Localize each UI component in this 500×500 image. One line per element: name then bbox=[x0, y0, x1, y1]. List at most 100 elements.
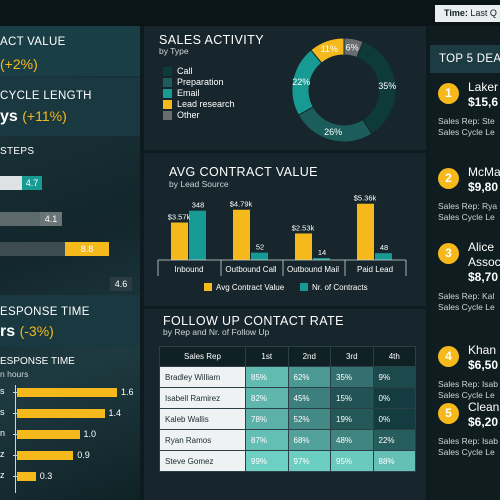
avg-bar-3 bbox=[357, 203, 374, 260]
deal-value: $8,70 bbox=[468, 270, 499, 284]
deal-sales-rep: Sales Rep: Rya bbox=[438, 201, 498, 211]
top5-title: TOP 5 DEA bbox=[430, 45, 500, 73]
deal-sales-rep: Sales Rep: Isab bbox=[438, 379, 499, 389]
divider-left bbox=[140, 26, 144, 500]
response-bar-1 bbox=[17, 409, 105, 418]
response-value-0: 1.6 bbox=[121, 387, 134, 397]
response-value-2: 1.0 bbox=[83, 429, 97, 439]
avg-bar-2 bbox=[295, 233, 312, 260]
rate-cell: 52% bbox=[287, 408, 331, 430]
rate-cell: 82% bbox=[245, 387, 289, 409]
deal-name-line2: Assoc bbox=[468, 255, 500, 269]
rate-cell: 48% bbox=[330, 429, 374, 451]
legend-swatch-count bbox=[300, 283, 308, 291]
table-row: Steve Gomez 99% 97% 95% 88% bbox=[159, 450, 416, 472]
response-value-4: 0.3 bbox=[39, 471, 53, 481]
deal-name: Khan bbox=[468, 343, 497, 357]
rank-badge-1: 1 bbox=[438, 83, 459, 104]
sales-activity-donut: 6% 35% 26% 22% 11% bbox=[291, 37, 397, 143]
rate-cell: 95% bbox=[330, 450, 374, 472]
rate-cell: 87% bbox=[245, 429, 289, 451]
avg-category-3: Paid Lead bbox=[357, 265, 393, 274]
avg-category-2: Outbound Mail bbox=[287, 265, 339, 274]
rate-cell: 22% bbox=[372, 429, 416, 451]
contract-value-change: (+2%) bbox=[0, 56, 38, 72]
legend-swatch-email bbox=[163, 89, 172, 98]
response-tick-3: z bbox=[0, 449, 5, 459]
contract-value-card: ACT VALUE (+2%) bbox=[0, 26, 140, 76]
legend-label-email: Email bbox=[177, 88, 200, 98]
header-followup-3: 3rd bbox=[330, 346, 374, 367]
legend-label-lead-research: Lead research bbox=[177, 99, 235, 109]
avg-category-1: Outbound Call bbox=[225, 265, 276, 274]
donut-label-preparation: 26% bbox=[324, 127, 342, 137]
count-bar-label-2: 14 bbox=[318, 248, 326, 257]
deal-cycle-length: Sales Cycle Le bbox=[438, 447, 495, 457]
response-tick-0: s bbox=[0, 386, 5, 396]
deal-cycle-length: Sales Cycle Le bbox=[438, 390, 495, 400]
top5-list: 1 Laker $15,6 Sales Rep: Ste Sales Cycle Le 2… bbox=[430, 80, 500, 500]
response-chart-title: ESPONSE TIME bbox=[0, 356, 75, 367]
rate-cell: 35% bbox=[330, 366, 374, 388]
avg-bar-1 bbox=[233, 209, 250, 260]
legend-swatch-preparation bbox=[163, 78, 172, 87]
avg-bar-label-0: $3.57k bbox=[168, 213, 191, 222]
header-sales-rep: Sales Rep bbox=[159, 346, 246, 367]
table-row: Isabell Ramirez 82% 45% 15% 0% bbox=[159, 387, 416, 409]
steps-bar-3-start bbox=[0, 242, 65, 256]
count-bar-label-0: 348 bbox=[192, 201, 205, 210]
follow-up-title: FOLLOW UP CONTACT RATE bbox=[163, 314, 344, 328]
response-time-value: rs bbox=[0, 323, 16, 340]
rate-cell: 0% bbox=[372, 408, 416, 430]
sales-activity-subtitle: by Type bbox=[159, 46, 189, 56]
donut-label-other: 6% bbox=[346, 42, 359, 52]
steps-value-1: 4.7 bbox=[22, 176, 42, 190]
response-time-label: ESPONSE TIME bbox=[0, 306, 90, 318]
steps-label: STEPS bbox=[0, 146, 35, 157]
rank-badge-4: 4 bbox=[438, 346, 459, 367]
count-bar-2 bbox=[313, 258, 330, 260]
legend-swatch-avg bbox=[204, 283, 212, 291]
divider-center-1 bbox=[144, 150, 426, 153]
header-followup-4: 4th bbox=[372, 346, 416, 367]
response-bar-4 bbox=[17, 472, 36, 481]
avg-bar-label-2: $2.53k bbox=[292, 223, 315, 232]
rate-cell: 97% bbox=[287, 450, 331, 472]
rep-name: Kaleb Wallis bbox=[159, 408, 246, 430]
steps-bar-2-start bbox=[0, 212, 45, 226]
rep-name: Ryan Ramos bbox=[159, 429, 246, 451]
table-row: Ryan Ramos 87% 68% 48% 22% bbox=[159, 429, 416, 451]
rep-name: Steve Gomez bbox=[159, 450, 246, 472]
rate-cell: 9% bbox=[372, 366, 416, 388]
response-bar-3 bbox=[17, 451, 74, 460]
avg-bar-label-1: $4.79k bbox=[230, 200, 253, 209]
count-bar-label-3: 48 bbox=[380, 243, 388, 252]
time-filter[interactable]: Time: Last Q bbox=[435, 5, 500, 22]
rate-cell: 45% bbox=[287, 387, 331, 409]
cycle-length-label: CYCLE LENGTH bbox=[0, 90, 92, 102]
response-axis bbox=[15, 385, 16, 493]
rank-badge-3: 3 bbox=[438, 243, 459, 264]
donut-label-lead-research: 11% bbox=[321, 44, 338, 54]
rep-name: Isabell Ramirez bbox=[159, 387, 246, 409]
legend-label-call: Call bbox=[177, 66, 193, 76]
deal-name: McMa bbox=[468, 165, 500, 179]
cycle-length-value: ys bbox=[0, 108, 18, 125]
steps-value-3: 8.8 bbox=[65, 242, 109, 256]
rate-cell: 85% bbox=[245, 366, 289, 388]
response-tick-1: s bbox=[0, 407, 5, 417]
rate-cell: 15% bbox=[330, 387, 374, 409]
sales-activity-title: SALES ACTIVITY bbox=[159, 33, 264, 47]
donut-label-email: 22% bbox=[292, 77, 310, 87]
rate-cell: 62% bbox=[287, 366, 331, 388]
deal-name: Clean bbox=[468, 400, 500, 414]
deal-sales-rep: Sales Rep: Kal bbox=[438, 291, 495, 301]
sales-activity-legend: Call Preparation Email Lead research Other bbox=[163, 66, 283, 127]
rate-cell: 68% bbox=[287, 429, 331, 451]
deal-name: Alice bbox=[468, 240, 495, 254]
deal-sales-rep: Sales Rep: Isab bbox=[438, 436, 499, 446]
rate-cell: 19% bbox=[330, 408, 374, 430]
table-row: Bradley William 85% 62% 35% 9% bbox=[159, 366, 416, 388]
donut-label-call: 35% bbox=[378, 81, 396, 91]
table-row: Kaleb Wallis 78% 52% 19% 0% bbox=[159, 408, 416, 430]
